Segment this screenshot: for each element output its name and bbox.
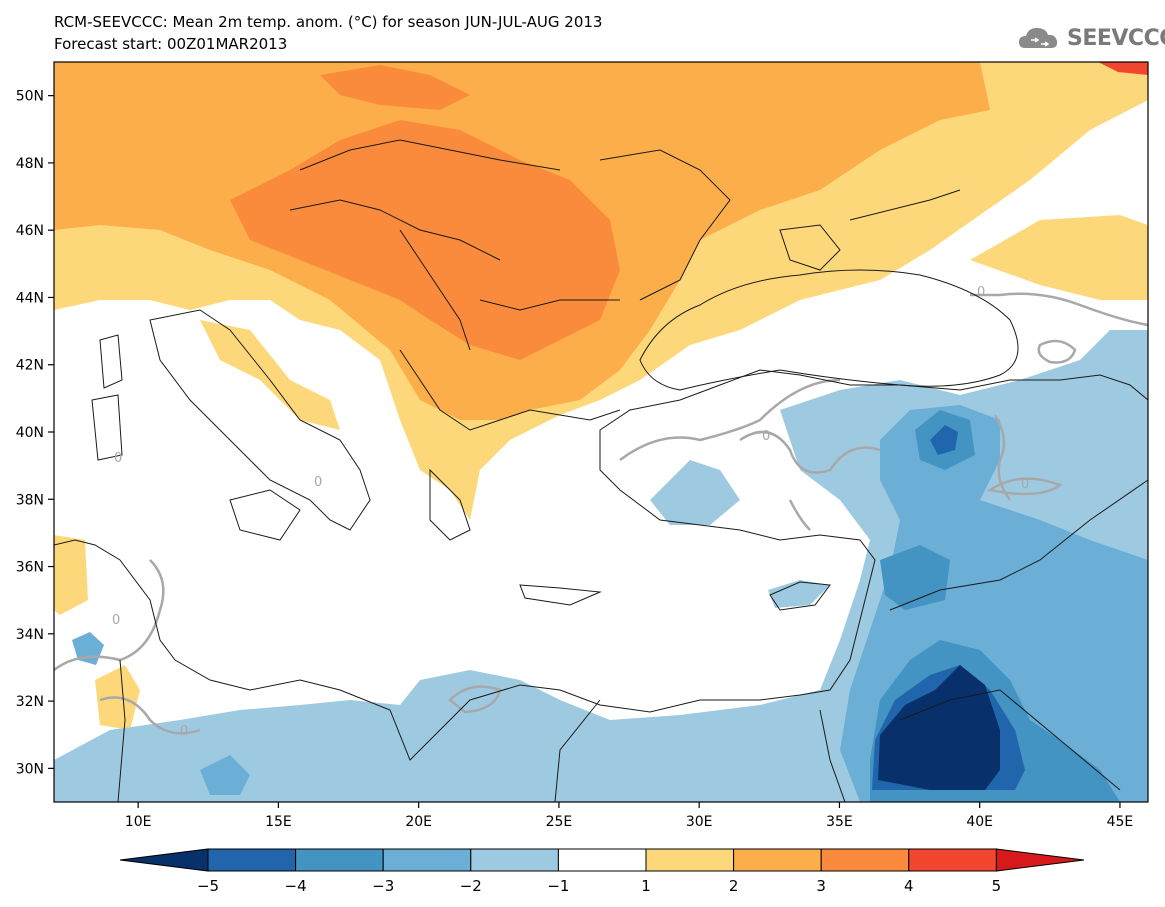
zero-contour-labels: 0 0 0 0 0 0 0 bbox=[112, 285, 1029, 739]
colorbar-bin bbox=[733, 848, 822, 872]
anomaly-zone-minus2-libya bbox=[200, 755, 250, 795]
colorbar-bin bbox=[557, 848, 647, 872]
lat-tick-label: 32N bbox=[16, 694, 44, 710]
anomaly-zone-plus1-italy bbox=[200, 320, 340, 430]
lat-tick-label: 36N bbox=[16, 560, 44, 576]
colorbar-label: 2 bbox=[729, 877, 739, 895]
lat-tick-label: 40N bbox=[16, 425, 44, 441]
colorbar-label: 5 bbox=[992, 877, 1002, 895]
anomaly-zone-plus1-africa bbox=[54, 535, 88, 615]
map-title: RCM-SEEVCCC: Mean 2m temp. anom. (°C) fo… bbox=[54, 13, 603, 31]
lon-tick-label: 35E bbox=[826, 814, 853, 830]
colorbar-bin bbox=[908, 848, 997, 872]
lon-tick-label: 40E bbox=[966, 814, 993, 830]
colorbar-label: −2 bbox=[460, 877, 482, 895]
map-field: 0 0 0 0 0 0 0 bbox=[54, 62, 1148, 802]
logo-text: SEEVCCC bbox=[1067, 26, 1165, 51]
contour-label: 0 bbox=[1021, 477, 1029, 492]
colorbar-bin bbox=[295, 848, 384, 872]
lat-tick-label: 44N bbox=[16, 290, 44, 306]
contour-label: 0 bbox=[762, 429, 770, 444]
lat-tick-label: 48N bbox=[16, 156, 44, 172]
anomaly-zone-plus1-east bbox=[970, 215, 1148, 300]
colorbar-label: −3 bbox=[372, 877, 394, 895]
map-axes: 10E 15E 20E 25E 30E 35E 40E 45E 50N 48N 46N 44N 42N 4… bbox=[16, 89, 1134, 830]
contour-label: 0 bbox=[314, 475, 322, 490]
lat-tick-label: 34N bbox=[16, 627, 44, 643]
lat-tick-label: 38N bbox=[16, 492, 44, 508]
anomaly-zone-minus3-syria bbox=[880, 545, 950, 610]
anomaly-zone-minus1-aegean bbox=[650, 460, 740, 525]
anomaly-zone-plus3-north bbox=[320, 65, 470, 110]
colorbar-over-triangle bbox=[995, 848, 1085, 872]
contour-label: 0 bbox=[114, 451, 122, 466]
lon-tick-label: 30E bbox=[686, 814, 713, 830]
coastlines-and-borders bbox=[54, 139, 1148, 802]
lon-tick-label: 45E bbox=[1107, 814, 1134, 830]
colorbar: −5 −4 −3 −2 −1 1 2 3 4 5 bbox=[119, 848, 1085, 895]
contour-label: 0 bbox=[977, 285, 985, 300]
anomaly-zone-plus3 bbox=[230, 120, 620, 360]
anomaly-zone-minus1-cyprus bbox=[768, 580, 830, 608]
colorbar-label: −5 bbox=[197, 877, 219, 895]
lat-tick-label: 42N bbox=[16, 358, 44, 374]
lat-tick-label: 46N bbox=[16, 223, 44, 239]
colorbar-bin bbox=[645, 848, 735, 872]
lon-tick-label: 15E bbox=[265, 814, 292, 830]
lon-tick-label: 20E bbox=[405, 814, 432, 830]
anomaly-zone-plus4 bbox=[1098, 62, 1148, 75]
zero-contours bbox=[54, 292, 1148, 735]
colorbar-label: 3 bbox=[816, 877, 826, 895]
colorbar-label: 1 bbox=[641, 877, 651, 895]
cloud-icon bbox=[1019, 28, 1058, 48]
lon-tick-label: 25E bbox=[546, 814, 573, 830]
lon-tick-label: 10E bbox=[125, 814, 152, 830]
colorbar-under-triangle bbox=[119, 848, 209, 872]
lat-tick-label: 50N bbox=[16, 89, 44, 105]
forecast-start-label: Forecast start: 00Z01MAR2013 bbox=[54, 35, 288, 53]
colorbar-label: −1 bbox=[547, 877, 569, 895]
lat-tick-label: 30N bbox=[16, 761, 44, 777]
seevccc-logo: SEEVCCC bbox=[1017, 22, 1165, 56]
contour-label: 0 bbox=[112, 613, 120, 628]
anomaly-zone-minus4-north bbox=[930, 425, 958, 455]
contour-label: 0 bbox=[180, 724, 188, 739]
colorbar-bin bbox=[820, 848, 910, 872]
colorbar-bin bbox=[470, 848, 559, 872]
colorbar-bin bbox=[382, 848, 472, 872]
colorbar-label: 4 bbox=[904, 877, 914, 895]
colorbar-label: −4 bbox=[285, 877, 307, 895]
colorbar-bin bbox=[207, 848, 297, 872]
